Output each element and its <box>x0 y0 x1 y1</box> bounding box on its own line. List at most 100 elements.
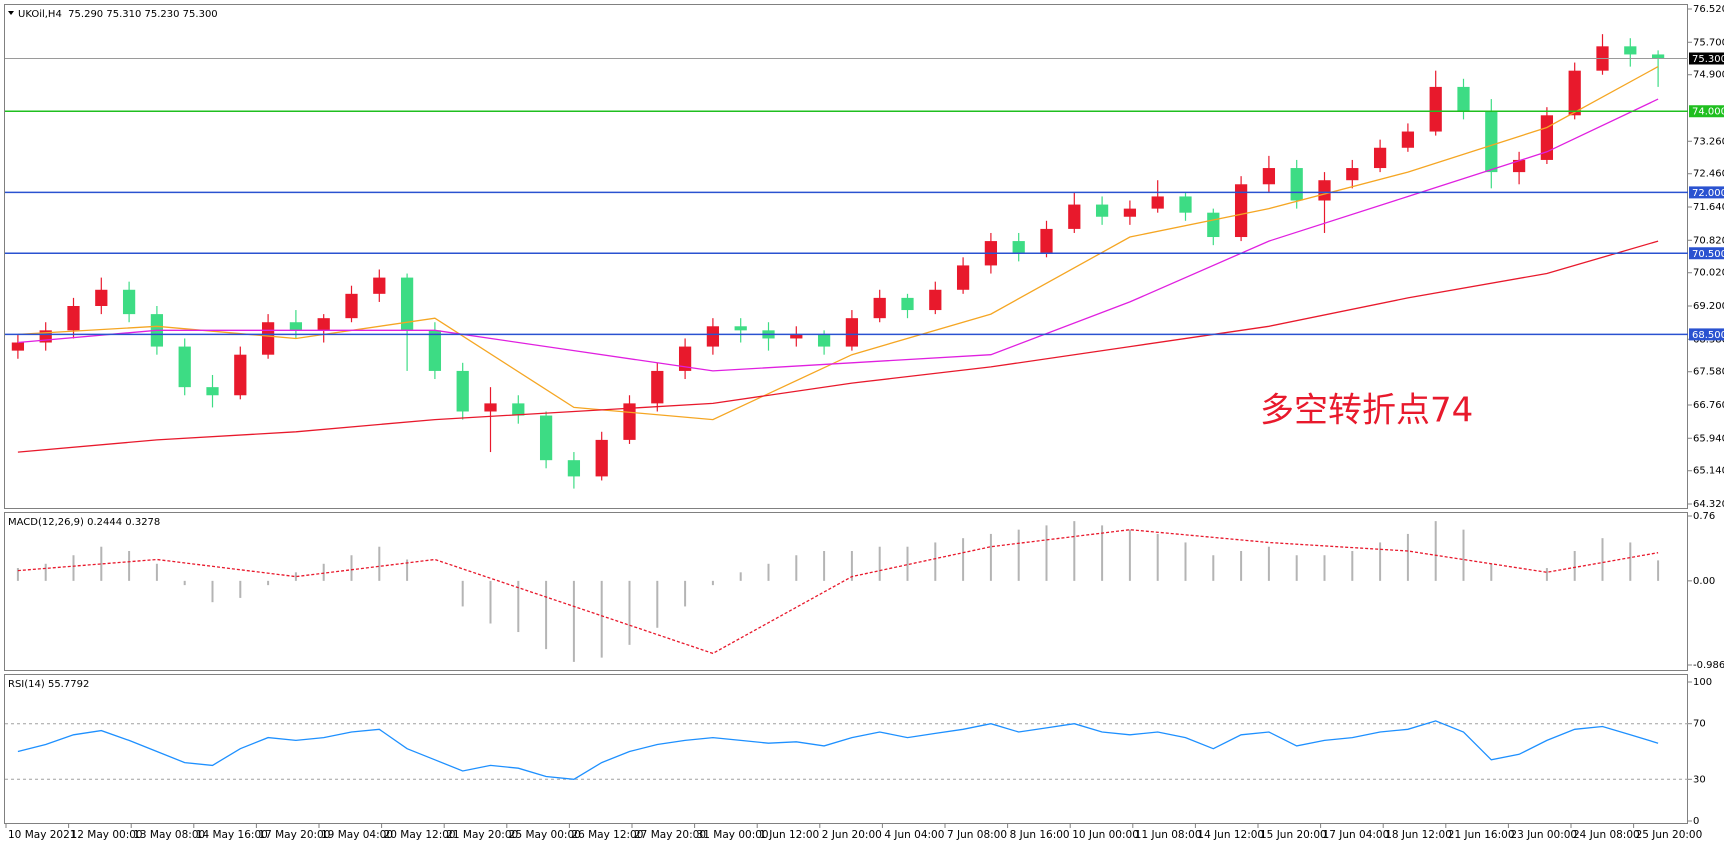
candle-body <box>1512 159 1526 173</box>
candle-body <box>651 370 664 404</box>
candle-body <box>1624 46 1637 55</box>
y-tick-label: 64.320 <box>1693 499 1724 510</box>
candle-body <box>1151 196 1164 209</box>
y-tick-label: 0.76 <box>1693 511 1715 522</box>
candle-body <box>1234 184 1248 238</box>
y-tick-label: 100 <box>1693 677 1712 688</box>
level-label: 75.300 <box>1692 54 1724 65</box>
candle-body <box>706 326 720 347</box>
candle-body <box>817 334 831 347</box>
x-tick-label: 11 Jun 08:00 <box>1135 829 1202 841</box>
candle-body <box>428 330 442 371</box>
candle-body <box>539 415 553 461</box>
y-tick-label: 67.580 <box>1693 367 1724 378</box>
x-tick-label: 21 Jun 16:00 <box>1448 829 1515 841</box>
panel-title: MACD(12,26,9) 0.2444 0.3278 <box>8 517 160 528</box>
candle-body <box>512 403 525 416</box>
candle-body <box>1290 168 1303 201</box>
x-tick-label: 4 Jun 04:00 <box>884 829 944 841</box>
y-tick-label: 65.940 <box>1693 433 1724 444</box>
x-tick-label: 14 Jun 12:00 <box>1197 829 1264 841</box>
candle-body <box>734 326 747 331</box>
x-tick-label: 10 Jun 00:00 <box>1072 829 1139 841</box>
candle-body <box>1401 131 1415 148</box>
x-tick-label: 17 May 20:00 <box>258 829 330 841</box>
y-tick-label: 0 <box>1693 816 1699 827</box>
x-tick-label: 12 May 00:00 <box>71 829 143 841</box>
x-tick-label: 15 Jun 20:00 <box>1260 829 1327 841</box>
candle-body <box>1651 54 1665 59</box>
candle-body <box>1207 212 1220 238</box>
x-tick-label: 18 Jun 12:00 <box>1385 829 1452 841</box>
candle-body <box>95 289 108 306</box>
y-tick-label: 76.520 <box>1693 4 1724 15</box>
candle-body <box>206 387 219 396</box>
y-tick-label: 74.900 <box>1693 70 1724 81</box>
candle-body <box>1485 111 1498 173</box>
x-tick-label: 27 May 20:00 <box>634 829 706 841</box>
indicator-line <box>17 98 1659 372</box>
candle-body <box>456 370 469 412</box>
candle-body <box>1373 147 1387 169</box>
x-tick-label: 8 Jun 16:00 <box>1010 829 1070 841</box>
x-tick-label: 24 Jun 08:00 <box>1573 829 1640 841</box>
candle-body <box>929 289 942 311</box>
candle-body <box>1262 168 1276 185</box>
y-tick-label: 65.140 <box>1693 466 1724 477</box>
level-label-box <box>1689 247 1724 260</box>
candle-body <box>345 293 358 319</box>
level-label-box <box>1689 105 1724 118</box>
x-tick-label: 17 Jun 04:00 <box>1323 829 1390 841</box>
y-tick-label: 73.260 <box>1693 136 1724 147</box>
indicator-line <box>17 66 1659 421</box>
candle-body <box>317 318 330 331</box>
x-tick-label: 23 Jun 00:00 <box>1510 829 1577 841</box>
x-tick-label: 1 Jun 12:00 <box>759 829 819 841</box>
x-tick-label: 31 May 00:00 <box>697 829 769 841</box>
y-tick-label: 0.00 <box>1693 576 1715 587</box>
y-tick-label: 30 <box>1693 774 1706 785</box>
candle-body <box>178 346 191 388</box>
y-tick-label: 70.020 <box>1693 268 1724 279</box>
y-tick-label: 66.760 <box>1693 400 1724 411</box>
collapse-arrow[interactable] <box>8 11 14 15</box>
x-tick-label: 14 May 16:00 <box>196 829 268 841</box>
x-tick-label: 25 Jun 20:00 <box>1636 829 1703 841</box>
candle-body <box>1346 168 1359 181</box>
level-label: 70.500 <box>1692 249 1724 260</box>
candle-body <box>1457 86 1470 112</box>
candle-body <box>956 265 970 290</box>
candle-body <box>845 318 859 347</box>
candle-body <box>11 342 25 351</box>
candle-body <box>400 277 414 331</box>
candle-body <box>678 346 692 371</box>
panel-title: UKOil,H4 75.290 75.310 75.230 75.300 <box>18 9 218 20</box>
y-tick-label: 75.700 <box>1693 37 1724 48</box>
y-tick-label: -0.9862 <box>1693 660 1724 671</box>
candle-body <box>1179 196 1192 213</box>
x-tick-label: 25 May 00:00 <box>509 829 581 841</box>
annotation: 多空转折点74 <box>1260 391 1473 431</box>
candle-body <box>234 354 247 396</box>
candle-body <box>484 403 497 412</box>
candle-body <box>1318 180 1331 201</box>
level-label-box <box>1689 52 1724 65</box>
price-panel <box>4 4 1688 509</box>
indicator-line <box>17 240 1659 453</box>
x-tick-label: 7 Jun 08:00 <box>947 829 1007 841</box>
x-tick-label: 26 May 12:00 <box>571 829 643 841</box>
x-tick-label: 19 May 04:00 <box>321 829 393 841</box>
candle-body <box>1012 241 1025 254</box>
panel-title: RSI(14) 55.7792 <box>8 679 89 690</box>
candle-body <box>1095 204 1109 217</box>
y-tick-label: 71.640 <box>1693 202 1724 213</box>
level-label-box <box>1689 328 1724 341</box>
level-label: 74.000 <box>1692 107 1724 118</box>
candle-body <box>1123 208 1137 217</box>
candle-body <box>1068 204 1081 229</box>
candle-body <box>261 322 275 355</box>
y-tick-label: 72.460 <box>1693 169 1724 180</box>
x-tick-label: 21 May 20:00 <box>446 829 518 841</box>
candle-body <box>567 460 581 477</box>
